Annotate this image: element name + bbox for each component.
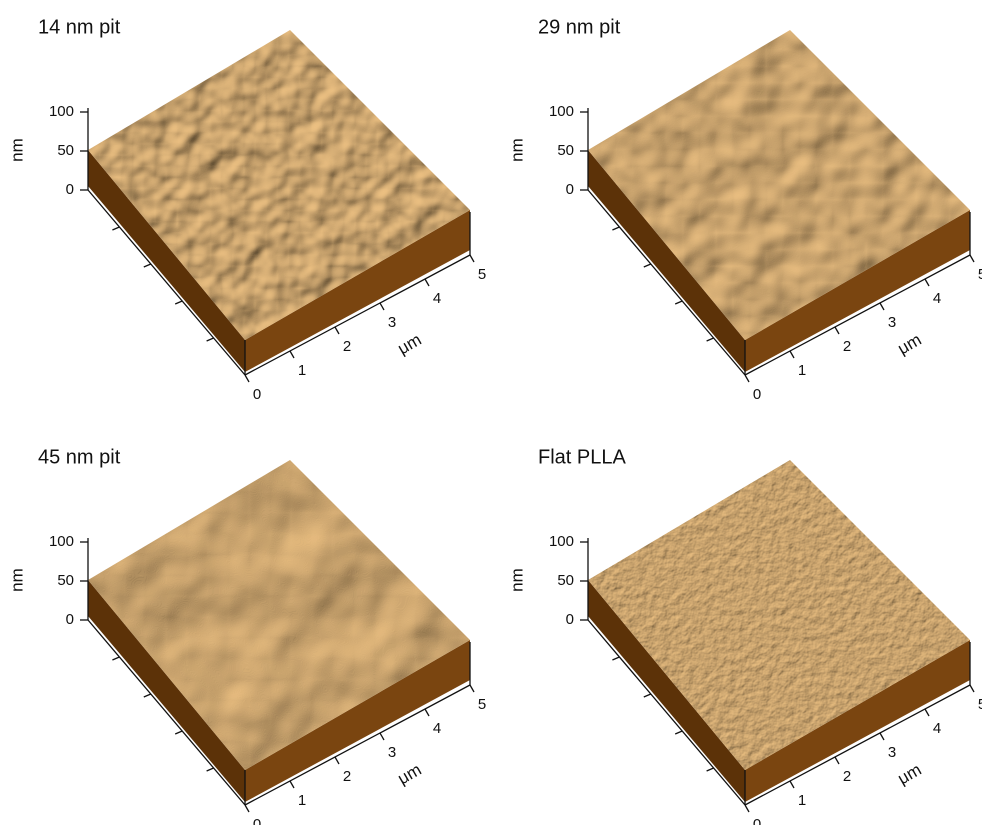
- x-tick-label: 5: [978, 266, 982, 283]
- figure: 14 nm pit050100nm012345μm29 nm pit050100…: [0, 0, 982, 825]
- z-tick-label: 100: [49, 103, 74, 120]
- panel-title: Flat PLLA: [538, 446, 626, 468]
- x-axis-label: μm: [894, 760, 924, 788]
- x-tick-label: 1: [298, 362, 306, 379]
- x-tick: [290, 781, 294, 788]
- x-tick-label: 2: [843, 338, 851, 355]
- x-tick: [380, 303, 384, 310]
- z-tick-label: 50: [557, 572, 574, 589]
- x-tick: [470, 255, 474, 262]
- panel: 45 nm pit 0 50 100 nm 0 1 2 3 4 5 μm: [7, 430, 500, 825]
- x-tick-label: 3: [888, 744, 896, 761]
- x-tick-label: 0: [753, 816, 761, 825]
- x-tick-label: 5: [478, 266, 486, 283]
- depth-tick: [207, 768, 214, 771]
- z-axis-label: nm: [507, 568, 526, 592]
- z-tick-label: 100: [549, 533, 574, 550]
- x-tick: [380, 733, 384, 740]
- z-tick-label: 50: [57, 572, 74, 589]
- x-tick: [925, 709, 929, 716]
- x-tick: [470, 685, 474, 692]
- x-axis-label: μm: [894, 330, 924, 358]
- depth-tick: [675, 731, 682, 734]
- x-tick-label: 4: [433, 720, 441, 737]
- z-tick-label: 0: [66, 611, 74, 628]
- x-tick-label: 2: [843, 768, 851, 785]
- x-tick-label: 3: [388, 744, 396, 761]
- x-tick: [245, 375, 249, 382]
- z-tick-label: 50: [57, 142, 74, 159]
- x-tick: [245, 805, 249, 812]
- z-tick-label: 50: [557, 142, 574, 159]
- z-tick-label: 0: [66, 181, 74, 198]
- panel-title: 29 nm pit: [538, 16, 621, 38]
- x-tick: [835, 757, 839, 764]
- x-tick: [745, 375, 749, 382]
- x-tick: [790, 351, 794, 358]
- depth-tick: [707, 338, 714, 341]
- x-tick: [790, 781, 794, 788]
- depth-tick: [612, 657, 619, 660]
- depth-tick: [144, 694, 151, 697]
- x-tick: [925, 279, 929, 286]
- x-tick-label: 2: [343, 768, 351, 785]
- depth-tick: [612, 227, 619, 230]
- x-tick-label: 1: [798, 362, 806, 379]
- x-tick-label: 0: [253, 386, 261, 403]
- z-tick-label: 0: [566, 181, 574, 198]
- panel-title: 14 nm pit: [38, 16, 121, 38]
- depth-tick: [175, 301, 182, 304]
- depth-tick: [144, 264, 151, 267]
- x-tick: [335, 757, 339, 764]
- x-axis-label: μm: [394, 760, 424, 788]
- x-tick: [425, 279, 429, 286]
- depth-tick: [112, 657, 119, 660]
- x-tick-label: 0: [253, 816, 261, 825]
- x-tick-label: 5: [478, 696, 486, 713]
- depth-tick: [175, 731, 182, 734]
- x-tick: [335, 327, 339, 334]
- x-tick-label: 1: [798, 792, 806, 809]
- x-tick: [970, 685, 974, 692]
- depth-tick: [675, 301, 682, 304]
- x-tick-label: 4: [933, 720, 941, 737]
- depth-tick: [207, 338, 214, 341]
- x-tick: [290, 351, 294, 358]
- surface: [560, 430, 982, 790]
- z-axis-label: nm: [7, 568, 26, 592]
- x-tick: [880, 303, 884, 310]
- z-tick-label: 100: [549, 103, 574, 120]
- z-tick-label: 0: [566, 611, 574, 628]
- depth-tick: [112, 227, 119, 230]
- surface: [560, 0, 982, 360]
- x-tick: [880, 733, 884, 740]
- x-tick-label: 4: [933, 290, 941, 307]
- x-tick-label: 2: [343, 338, 351, 355]
- panel: Flat PLLA 0 50 100 nm 0 1 2 3 4 5 μm: [507, 430, 982, 825]
- x-tick-label: 5: [978, 696, 982, 713]
- x-tick: [425, 709, 429, 716]
- x-axis-label: μm: [394, 330, 424, 358]
- panel: 29 nm pit 0 50 100 nm 0 1 2 3 4 5 μm: [507, 0, 982, 403]
- x-tick-label: 3: [388, 314, 396, 331]
- x-tick-label: 4: [433, 290, 441, 307]
- panel-title: 45 nm pit: [38, 446, 121, 468]
- x-tick: [970, 255, 974, 262]
- depth-tick: [644, 264, 651, 267]
- depth-tick: [707, 768, 714, 771]
- z-tick-label: 100: [49, 533, 74, 550]
- x-tick-label: 0: [753, 386, 761, 403]
- x-tick-label: 3: [888, 314, 896, 331]
- depth-tick: [644, 694, 651, 697]
- z-axis-label: nm: [507, 138, 526, 162]
- z-axis-label: nm: [7, 138, 26, 162]
- x-tick: [835, 327, 839, 334]
- panel: 14 nm pit 0 50 100 nm 0 1 2 3 4 5 μm: [7, 0, 500, 403]
- x-tick-label: 1: [298, 792, 306, 809]
- x-tick: [745, 805, 749, 812]
